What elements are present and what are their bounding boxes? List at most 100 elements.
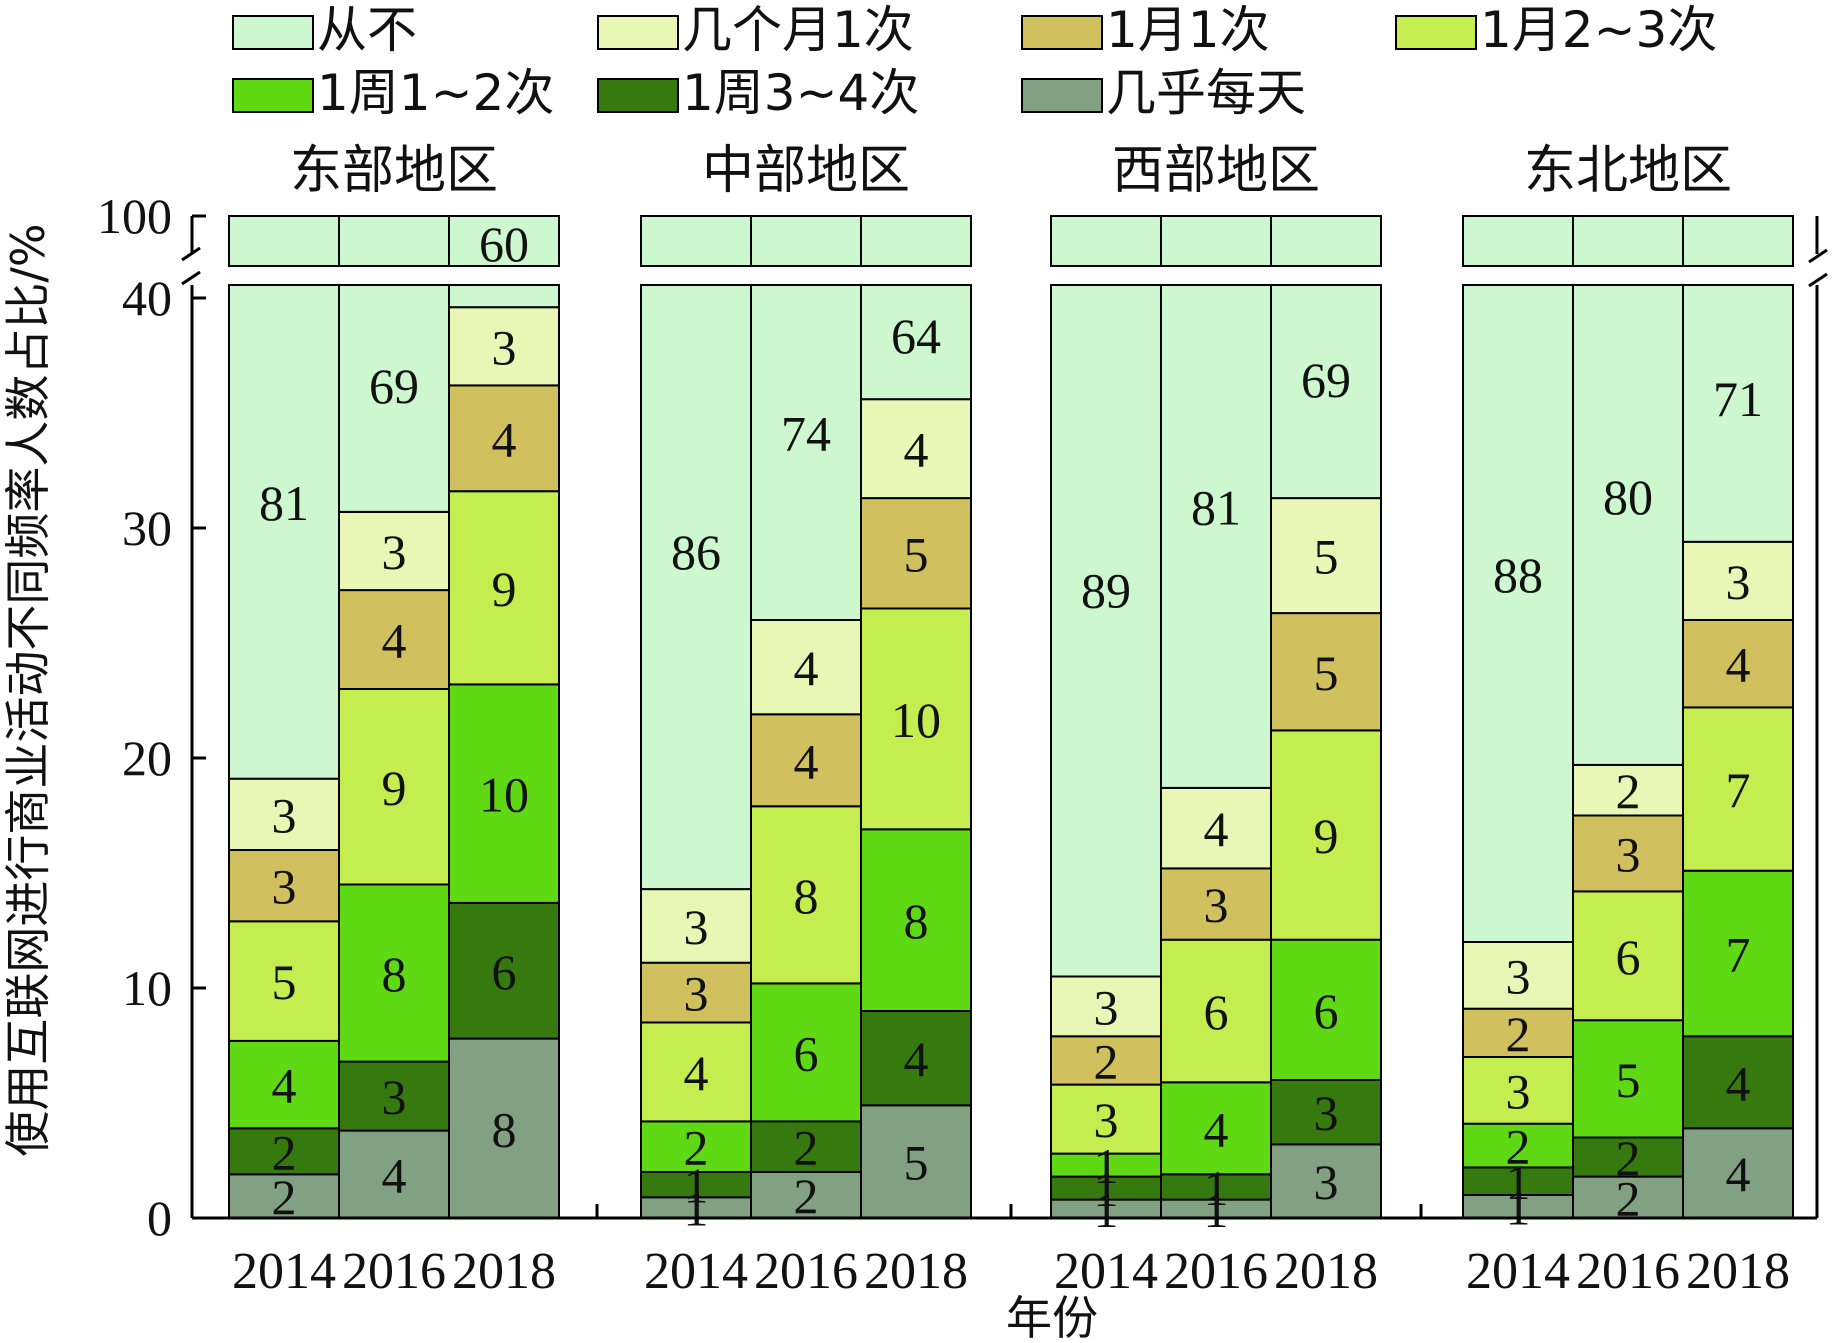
- region-title: 西部地区: [1112, 141, 1320, 201]
- data-label: 3: [1616, 826, 1641, 882]
- data-label: 3: [492, 319, 517, 375]
- bar-segment: [228, 777, 340, 852]
- region-title: 中部地区: [702, 141, 910, 201]
- bar-segment: [750, 619, 862, 716]
- data-label: 8: [904, 893, 929, 949]
- data-label: 64: [891, 308, 941, 364]
- data-label: 60: [479, 216, 529, 272]
- legend-item: 几乎每天: [1021, 64, 1306, 122]
- data-label: 1: [684, 1158, 709, 1214]
- data-label: 4: [272, 1058, 297, 1114]
- x-tick-label: 2014: [1054, 1243, 1158, 1300]
- bar-segment: [1572, 814, 1684, 893]
- data-label: 4: [1726, 1146, 1751, 1202]
- bar-segment-upper: [1050, 215, 1162, 267]
- region-titles: 东部地区 中部地区 西部地区 东北地区: [290, 141, 1732, 201]
- data-label: 2: [1506, 1006, 1531, 1062]
- x-tick-label: 2014: [644, 1243, 748, 1300]
- data-label: 9: [492, 561, 517, 617]
- data-label: 5: [1314, 529, 1339, 585]
- x-tick-label: 2014: [232, 1243, 336, 1300]
- bar-segment: [640, 961, 752, 1024]
- x-tick-label: 2018: [1274, 1243, 1378, 1300]
- bar-segment: [1682, 619, 1794, 709]
- bar-segment: [1160, 786, 1272, 870]
- axis-break-mark: [181, 270, 201, 286]
- legend-label: 几乎每天: [1106, 64, 1306, 122]
- legend-swatch: [232, 15, 314, 50]
- bar-segment: [1270, 1079, 1382, 1146]
- data-label: 6: [794, 1025, 819, 1081]
- data-label: 4: [1204, 1101, 1229, 1157]
- data-label: 10: [891, 692, 941, 748]
- legend-label: 1月1次: [1106, 1, 1270, 59]
- x-tick-label: 2016: [1164, 1243, 1268, 1300]
- region-title: 东北地区: [1524, 141, 1732, 201]
- data-label: 1: [1204, 1160, 1229, 1216]
- data-label: 3: [382, 524, 407, 580]
- data-label: 81: [1191, 479, 1241, 535]
- bar-segment: [1462, 284, 1574, 943]
- data-label: 80: [1603, 469, 1653, 525]
- bar-segment: [1050, 1083, 1162, 1155]
- bar-segment: [1682, 284, 1794, 543]
- data-label: 2: [794, 1168, 819, 1224]
- data-label: 8: [492, 1101, 517, 1157]
- data-label: 4: [794, 733, 819, 789]
- x-axis-label: 年份: [1006, 1291, 1098, 1343]
- legend-item: 1周1~2次: [232, 64, 554, 122]
- bar-segment: [1050, 1035, 1162, 1086]
- legend-swatch: [232, 78, 314, 113]
- legend-item: 1月1次: [1021, 1, 1270, 59]
- legend-label: 几个月1次: [682, 1, 914, 59]
- data-label: 7: [1726, 762, 1751, 818]
- legend-swatch: [1395, 15, 1477, 50]
- data-label: 2: [684, 1120, 709, 1176]
- x-tick-label: 2014: [1466, 1243, 1570, 1300]
- data-label: 5: [272, 954, 297, 1010]
- y-tick-label: 40: [122, 270, 172, 326]
- data-label: 6: [1204, 984, 1229, 1040]
- bar-segment: [1572, 284, 1684, 766]
- bar-segment-upper: [750, 215, 862, 267]
- legend-label: 1周1~2次: [317, 64, 554, 122]
- data-label: 88: [1493, 547, 1543, 603]
- data-label: 3: [1094, 1092, 1119, 1148]
- data-label: 3: [272, 859, 297, 915]
- data-label: 74: [781, 405, 831, 461]
- data-label: 69: [369, 358, 419, 414]
- data-label: 8: [382, 946, 407, 1002]
- bar-segment: [228, 1173, 340, 1220]
- data-label: 89: [1081, 562, 1131, 618]
- data-label: 4: [492, 411, 517, 467]
- bar-segment: [860, 1010, 972, 1107]
- bar-segment: [1050, 284, 1162, 978]
- bar-segment: [338, 284, 450, 513]
- bar-segment-upper: [1572, 215, 1684, 267]
- data-label: 81: [259, 475, 309, 531]
- data-label: 6: [492, 944, 517, 1000]
- bar-segment: [1270, 938, 1382, 1082]
- data-label: 69: [1301, 352, 1351, 408]
- legend-swatch: [597, 15, 679, 50]
- data-label: 1: [1094, 1161, 1119, 1217]
- data-label: 4: [382, 613, 407, 669]
- data-label: 5: [904, 526, 929, 582]
- bar-segment: [338, 510, 450, 592]
- bar-segment: [228, 849, 340, 923]
- legend-label: 1月2~3次: [1480, 1, 1717, 59]
- bar-segment: [338, 688, 450, 886]
- data-label: 2: [1506, 1119, 1531, 1175]
- bar-segment: [338, 1060, 450, 1132]
- data-label: 4: [904, 422, 929, 478]
- bar-segment: [228, 1127, 340, 1176]
- legend-item: 从不: [232, 1, 417, 59]
- data-label: 3: [1204, 877, 1229, 933]
- bar-segment: [448, 490, 560, 686]
- bar-segment: [448, 284, 560, 309]
- bar-segment: [640, 1120, 752, 1174]
- data-label: 1: [1094, 1138, 1119, 1194]
- legend-swatch: [1021, 15, 1103, 50]
- x-tick-label: 2018: [452, 1243, 556, 1300]
- y-axis-label: 使用互联网进行商业活动不同频率人数占比/%: [1, 223, 55, 1156]
